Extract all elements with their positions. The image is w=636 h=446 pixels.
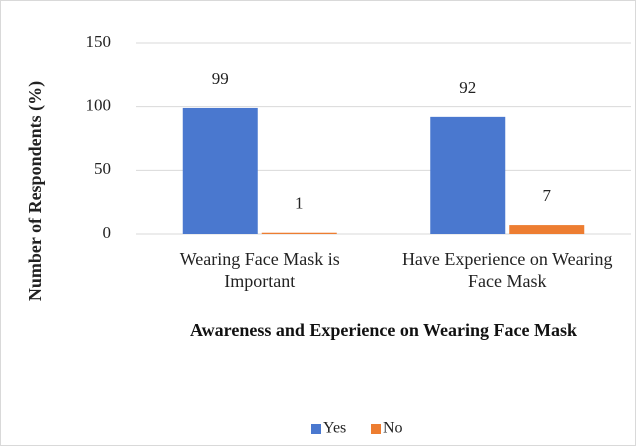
data-label: 92 [459,78,476,97]
data-label: 1 [295,194,304,213]
y-tick-label: 50 [94,159,111,178]
x-tick-label: Have Experience on Wearing Face Mask [401,249,613,291]
bar [261,232,337,234]
y-tick-label: 0 [103,223,112,242]
bar [509,225,585,234]
data-label: 7 [543,186,552,205]
legend-swatch [311,424,321,434]
x-axis-title: Awareness and Experience on Wearing Face… [190,320,577,340]
legend-label: Yes [323,420,346,437]
data-label: 99 [212,69,229,88]
bar [182,107,258,234]
legend-label: No [383,420,403,437]
y-tick-label: 150 [86,32,112,51]
y-axis-title: Number of Respondents (%) [25,81,46,301]
bar [430,116,506,234]
y-tick-label: 100 [86,96,112,115]
x-tick-label: Wearing Face Mask is Important [179,249,340,291]
legend-swatch [371,424,381,434]
